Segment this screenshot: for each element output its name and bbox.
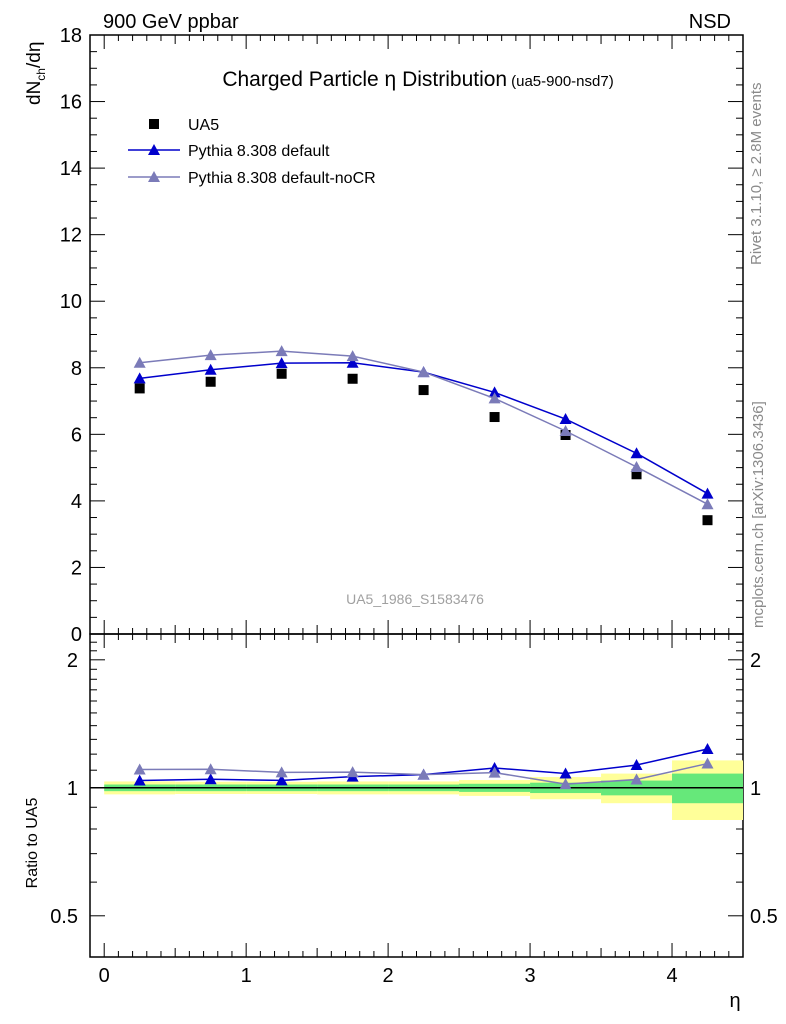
data-point-0 xyxy=(276,368,287,379)
ratio-point-1 xyxy=(133,774,146,786)
ratio-y-tick-label: 1 xyxy=(67,778,78,800)
chart-title: Charged Particle η Distribution (ua5-900-… xyxy=(222,68,613,91)
x-tick-label: 0 xyxy=(99,965,110,987)
side-text-rivet: Rivet 3.1.10, ≥ 2.8M events xyxy=(748,83,765,266)
data-point-2 xyxy=(488,392,501,404)
ratio-point-2 xyxy=(346,766,359,778)
data-point-2 xyxy=(630,460,643,472)
ratio-point-2 xyxy=(488,766,501,778)
ratio-y-tick-label: 2 xyxy=(67,650,78,672)
y-tick-label: 2 xyxy=(71,557,82,579)
data-point-1 xyxy=(275,357,288,369)
data-point-2 xyxy=(275,345,288,357)
ratio-point-2 xyxy=(204,763,217,775)
y-tick-label: 14 xyxy=(60,158,82,180)
ratio-point-2 xyxy=(417,768,430,780)
data-point-1 xyxy=(559,413,572,425)
ratio-point-1 xyxy=(701,742,714,754)
data-point-0 xyxy=(418,385,429,396)
ratio-point-1 xyxy=(204,773,217,785)
y-tick-label: 16 xyxy=(60,92,82,114)
legend-marker-1 xyxy=(148,144,160,155)
data-point-0 xyxy=(347,373,358,384)
xlabel: η xyxy=(729,990,740,1012)
data-point-0 xyxy=(489,412,500,423)
x-tick-label: 3 xyxy=(525,965,536,987)
y-tick-label: 8 xyxy=(71,358,82,380)
header-right: NSD xyxy=(689,11,731,33)
ratio-point-2 xyxy=(133,763,146,775)
y-tick-label: 4 xyxy=(71,491,82,513)
ratio-point-2 xyxy=(701,757,714,769)
series-line-1 xyxy=(139,362,708,495)
data-point-2 xyxy=(417,366,430,378)
data-point-2 xyxy=(346,350,359,362)
data-point-2 xyxy=(701,498,714,510)
data-point-2 xyxy=(204,349,217,361)
ratio-y-tick-label-right: 2 xyxy=(750,650,761,672)
legend-label-2: Pythia 8.308 default-noCR xyxy=(188,170,376,187)
axis-ticks xyxy=(90,34,744,958)
x-tick-label: 1 xyxy=(241,965,252,987)
y-tick-label: 10 xyxy=(60,291,82,313)
ratio-point-1 xyxy=(559,767,572,779)
ratio-y-tick-label-right: 0.5 xyxy=(750,906,778,928)
x-tick-label: 4 xyxy=(666,965,677,987)
data-point-1 xyxy=(630,447,643,459)
data-point-0 xyxy=(631,469,642,480)
y-tick-label: 12 xyxy=(60,225,82,247)
ratio-point-1 xyxy=(275,774,288,786)
ratio-point-2 xyxy=(630,773,643,785)
y-tick-label: 6 xyxy=(71,424,82,446)
data-point-0 xyxy=(134,383,145,394)
legend: UA5 Pythia 8.308 default Pythia 8.308 defa… xyxy=(128,117,376,187)
legend-label-0: UA5 xyxy=(188,117,219,134)
data-point-0 xyxy=(205,376,216,387)
data-series xyxy=(133,345,714,790)
ylabel-ratio: Ratio to UA5 xyxy=(24,798,41,889)
ratio-point-1 xyxy=(630,759,643,771)
watermark: UA5_1986_S1583476 xyxy=(346,591,484,607)
y-tick-label: 0 xyxy=(71,624,82,646)
side-text-mcplots: mcplots.cern.ch [arXiv:1306.3436] xyxy=(750,401,767,628)
y-tick-label: 18 xyxy=(60,25,82,47)
legend-label-1: Pythia 8.308 default xyxy=(188,143,330,160)
legend-marker-0 xyxy=(149,119,159,129)
data-point-2 xyxy=(559,425,572,437)
x-tick-label: 2 xyxy=(383,965,394,987)
data-point-0 xyxy=(702,515,713,526)
data-point-1 xyxy=(204,363,217,375)
data-point-1 xyxy=(701,487,714,499)
data-point-1 xyxy=(488,386,501,398)
legend-marker-2 xyxy=(148,171,160,182)
data-point-1 xyxy=(346,356,359,368)
ratio-y-tick-label-right: 1 xyxy=(750,778,761,800)
ratio-y-tick-label: 0.5 xyxy=(50,906,78,928)
ratio-point-2 xyxy=(275,766,288,778)
ylabel-main: dNch/dη xyxy=(24,42,48,105)
data-point-2 xyxy=(133,356,146,368)
data-point-1 xyxy=(133,372,146,384)
header-left: 900 GeV ppbar xyxy=(103,11,239,33)
ratio-point-2 xyxy=(559,778,572,790)
